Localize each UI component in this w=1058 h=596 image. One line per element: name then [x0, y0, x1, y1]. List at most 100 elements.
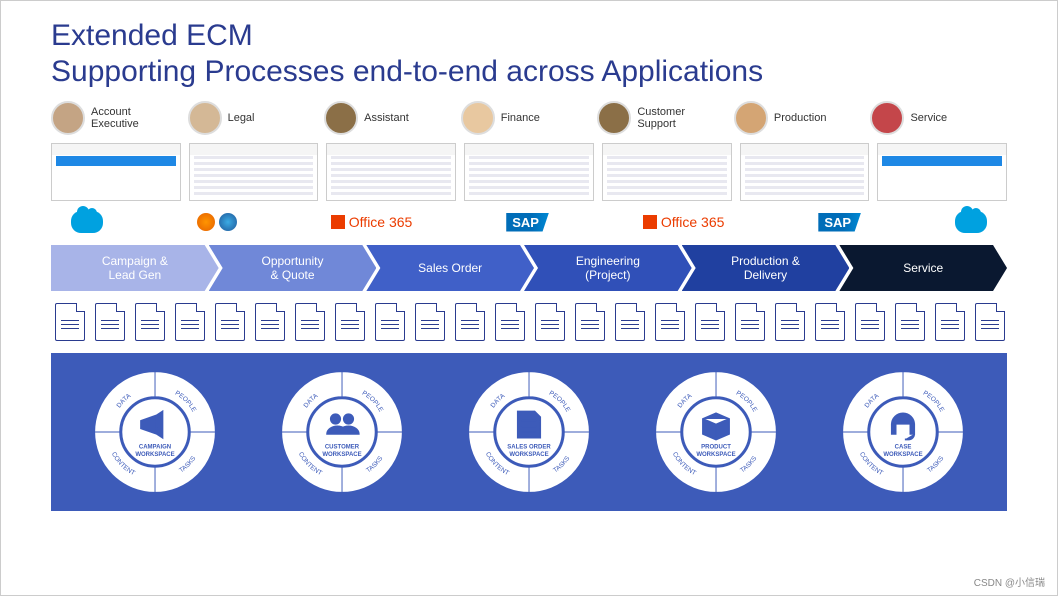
document-icon [415, 303, 445, 341]
workspace-ring: DATA PEOPLE TASKS CONTENT CUSTOMER WORKS… [277, 367, 407, 497]
persona-label: Finance [501, 112, 540, 124]
persona-avatar [734, 101, 768, 135]
document-icon [55, 303, 85, 341]
diagram-container: Extended ECM Supporting Processes end-to… [0, 0, 1058, 596]
app-screenshot [602, 143, 732, 201]
document-icon [495, 303, 525, 341]
persona: Finance [461, 101, 598, 135]
document-icon [855, 303, 885, 341]
workspace-label-2: WORKSPACE [135, 452, 174, 458]
workspace-label-2: WORKSPACE [696, 452, 735, 458]
document-icon [135, 303, 165, 341]
document-icon [375, 303, 405, 341]
app-logo-office365: Office 365 [643, 214, 725, 230]
personas-row: AccountExecutive Legal Assistant Finance Cus… [51, 101, 1007, 135]
process-chevron: Production &Delivery [682, 245, 850, 291]
app-screenshot [740, 143, 870, 201]
workspace-label-2: WORKSPACE [322, 452, 361, 458]
persona-label: AccountExecutive [91, 106, 139, 130]
workspace-label-2: WORKSPACE [509, 452, 548, 458]
persona-label: Legal [228, 112, 255, 124]
persona: Legal [188, 101, 325, 135]
app-screenshot [189, 143, 319, 201]
workspace-label: CAMPAIGN [138, 445, 170, 451]
persona-label: CustomerSupport [637, 106, 685, 130]
workspace-label: PRODUCT [701, 445, 731, 451]
document-icon [575, 303, 605, 341]
sap-logo: SAP [506, 213, 549, 232]
document-icon [335, 303, 365, 341]
app-logo-browsers [197, 213, 237, 231]
document-icon [255, 303, 285, 341]
box-icon [703, 413, 729, 439]
document-icon [975, 303, 1005, 341]
persona: Production [734, 101, 871, 135]
process-chevron: Opportunity& Quote [209, 245, 377, 291]
document-icon [175, 303, 205, 341]
screenshots-row [51, 143, 1007, 201]
process-chevron: Campaign &Lead Gen [51, 245, 219, 291]
process-chevron: Sales Order [366, 245, 534, 291]
workspace-ring: DATA PEOPLE TASKS CONTENT CAMPAIGN WORKS… [90, 367, 220, 497]
workspaces-row: DATA PEOPLE TASKS CONTENT CAMPAIGN WORKS… [51, 353, 1007, 511]
app-screenshot [51, 143, 181, 201]
app-logo-sap: SAP [818, 213, 861, 232]
app-screenshot [326, 143, 456, 201]
workspace-label: SALES ORDER [507, 445, 551, 451]
persona-label: Assistant [364, 112, 409, 124]
office-icon [331, 215, 345, 229]
persona-avatar [51, 101, 85, 135]
document-icon [215, 303, 245, 341]
browser-icons [197, 213, 237, 231]
firefox-icon [197, 213, 215, 231]
app-logo-office365: Office 365 [331, 214, 413, 230]
app-screenshot [877, 143, 1007, 201]
document-icon [695, 303, 725, 341]
document-icon [95, 303, 125, 341]
persona-avatar [461, 101, 495, 135]
app-logo-salesforce [955, 211, 987, 233]
office365-label: Office 365 [661, 214, 725, 230]
persona-avatar [870, 101, 904, 135]
document-icon [935, 303, 965, 341]
workspace-label: CASE [895, 445, 912, 451]
document-icon [735, 303, 765, 341]
office365-label: Office 365 [349, 214, 413, 230]
persona: Service [870, 101, 1007, 135]
document-icons-row [51, 303, 1007, 341]
app-screenshot [464, 143, 594, 201]
document-icon [518, 412, 540, 438]
sap-logo: SAP [818, 213, 861, 232]
salesforce-icon [71, 211, 103, 233]
workspace-label-2: WORKSPACE [884, 452, 923, 458]
process-chevron-row: Campaign &Lead GenOpportunity& QuoteSale… [51, 245, 1007, 291]
workspace-label: CUSTOMER [325, 445, 360, 451]
persona-label: Production [774, 112, 827, 124]
process-chevron: Service [839, 245, 1007, 291]
persona: AccountExecutive [51, 101, 188, 135]
workspace-ring: DATA PEOPLE TASKS CONTENT PRODUCT WORKSP… [651, 367, 781, 497]
apps-row: Office 365 SAP Office 365 SAP [51, 211, 1007, 233]
document-icon [535, 303, 565, 341]
document-icon [815, 303, 845, 341]
app-logo-salesforce [71, 211, 103, 233]
ie-icon [219, 213, 237, 231]
persona-avatar [324, 101, 358, 135]
persona-avatar [597, 101, 631, 135]
document-icon [655, 303, 685, 341]
office-icon [643, 215, 657, 229]
app-logo-sap: SAP [506, 213, 549, 232]
document-icon [775, 303, 805, 341]
salesforce-icon [955, 211, 987, 233]
document-icon [455, 303, 485, 341]
title-line-2: Supporting Processes end-to-end across A… [51, 55, 1007, 89]
process-chevron: Engineering(Project) [524, 245, 692, 291]
workspace-ring: DATA PEOPLE TASKS CONTENT SALES ORDER WO… [464, 367, 594, 497]
document-icon [295, 303, 325, 341]
document-icon [615, 303, 645, 341]
workspace-ring: DATA PEOPLE TASKS CONTENT CASE WORKSPACE [838, 367, 968, 497]
document-icon [895, 303, 925, 341]
persona: CustomerSupport [597, 101, 734, 135]
watermark: CSDN @小信瑞 [974, 574, 1045, 589]
persona-label: Service [910, 112, 947, 124]
